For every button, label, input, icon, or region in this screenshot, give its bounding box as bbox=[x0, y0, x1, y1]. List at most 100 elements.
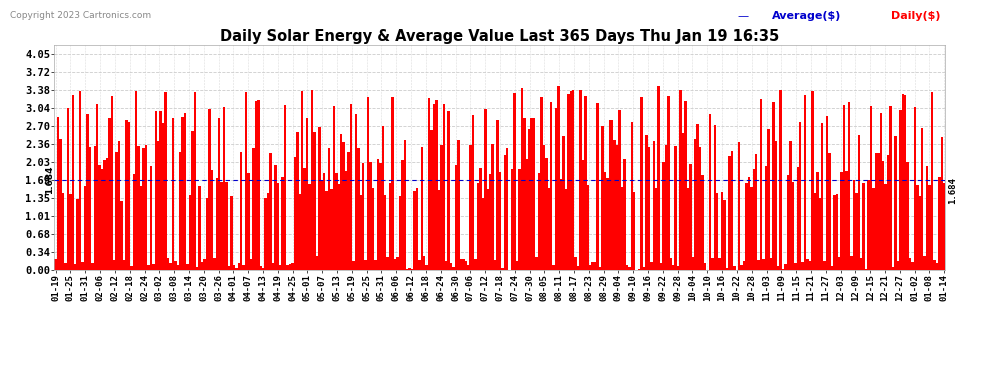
Bar bbox=[857, 135, 860, 270]
Title: Daily Solar Energy & Average Value Last 365 Days Thu Jan 19 16:35: Daily Solar Energy & Average Value Last … bbox=[221, 29, 779, 44]
Bar bbox=[845, 171, 847, 270]
Bar bbox=[750, 187, 752, 270]
Bar bbox=[411, 269, 413, 270]
Bar bbox=[101, 169, 103, 270]
Bar bbox=[436, 100, 438, 270]
Bar bbox=[692, 256, 694, 270]
Bar bbox=[921, 128, 924, 270]
Bar bbox=[111, 96, 113, 270]
Bar bbox=[584, 96, 587, 270]
Bar bbox=[726, 268, 729, 270]
Bar bbox=[416, 188, 418, 270]
Bar bbox=[186, 264, 189, 270]
Bar bbox=[733, 266, 736, 270]
Bar bbox=[641, 97, 643, 270]
Bar bbox=[619, 110, 621, 270]
Bar bbox=[940, 137, 943, 270]
Bar bbox=[792, 182, 794, 270]
Bar bbox=[347, 152, 349, 270]
Bar bbox=[711, 258, 714, 270]
Bar bbox=[694, 139, 696, 270]
Bar bbox=[806, 259, 809, 270]
Bar bbox=[572, 90, 574, 270]
Bar bbox=[340, 134, 343, 270]
Bar bbox=[589, 265, 591, 270]
Bar bbox=[931, 92, 934, 270]
Bar bbox=[226, 182, 228, 270]
Bar bbox=[93, 146, 96, 270]
Bar bbox=[133, 174, 135, 270]
Bar bbox=[747, 177, 750, 270]
Bar bbox=[704, 263, 706, 270]
Bar bbox=[682, 134, 684, 270]
Bar bbox=[289, 264, 291, 270]
Bar bbox=[357, 148, 359, 270]
Bar bbox=[496, 120, 499, 270]
Bar bbox=[907, 162, 909, 270]
Bar bbox=[128, 122, 130, 270]
Bar bbox=[587, 185, 589, 270]
Bar bbox=[267, 193, 269, 270]
Text: 1.684: 1.684 bbox=[46, 166, 54, 195]
Bar bbox=[203, 259, 206, 270]
Bar bbox=[379, 164, 381, 270]
Bar bbox=[84, 186, 86, 270]
Bar bbox=[359, 195, 362, 270]
Bar bbox=[126, 120, 128, 270]
Bar bbox=[887, 155, 889, 270]
Bar bbox=[240, 152, 243, 270]
Bar bbox=[418, 260, 421, 270]
Bar bbox=[191, 130, 194, 270]
Bar bbox=[64, 263, 66, 270]
Bar bbox=[118, 141, 121, 270]
Bar bbox=[281, 177, 284, 270]
Bar bbox=[674, 146, 677, 270]
Bar bbox=[164, 92, 166, 270]
Bar bbox=[304, 168, 306, 270]
Bar bbox=[591, 262, 594, 270]
Bar bbox=[228, 266, 231, 270]
Bar bbox=[850, 256, 852, 270]
Bar bbox=[216, 178, 218, 270]
Bar bbox=[719, 258, 721, 270]
Bar bbox=[238, 263, 240, 270]
Bar bbox=[919, 196, 921, 270]
Bar bbox=[176, 265, 179, 270]
Bar bbox=[616, 145, 619, 270]
Bar bbox=[647, 147, 650, 270]
Bar bbox=[765, 166, 767, 270]
Bar bbox=[662, 162, 664, 270]
Bar bbox=[545, 158, 547, 270]
Bar bbox=[352, 261, 354, 270]
Bar bbox=[464, 261, 467, 270]
Bar bbox=[426, 265, 428, 270]
Bar bbox=[531, 118, 533, 270]
Bar bbox=[611, 120, 614, 270]
Bar bbox=[742, 261, 745, 270]
Bar bbox=[650, 262, 652, 270]
Bar bbox=[889, 106, 892, 270]
Bar bbox=[482, 198, 484, 270]
Bar bbox=[638, 268, 641, 270]
Bar bbox=[201, 262, 203, 270]
Bar bbox=[599, 267, 601, 270]
Bar bbox=[538, 173, 541, 270]
Bar bbox=[824, 261, 826, 270]
Bar bbox=[296, 132, 299, 270]
Bar bbox=[91, 263, 93, 270]
Bar bbox=[301, 91, 304, 270]
Bar bbox=[882, 162, 884, 270]
Bar bbox=[376, 159, 379, 270]
Bar bbox=[594, 262, 596, 270]
Bar bbox=[552, 265, 554, 270]
Bar bbox=[604, 172, 606, 270]
Bar bbox=[536, 257, 538, 270]
Bar bbox=[343, 142, 345, 270]
Bar bbox=[401, 160, 404, 270]
Bar bbox=[364, 260, 367, 270]
Bar bbox=[521, 88, 523, 270]
Bar bbox=[696, 123, 699, 270]
Bar bbox=[294, 157, 296, 270]
Bar bbox=[760, 99, 762, 270]
Bar bbox=[313, 132, 316, 270]
